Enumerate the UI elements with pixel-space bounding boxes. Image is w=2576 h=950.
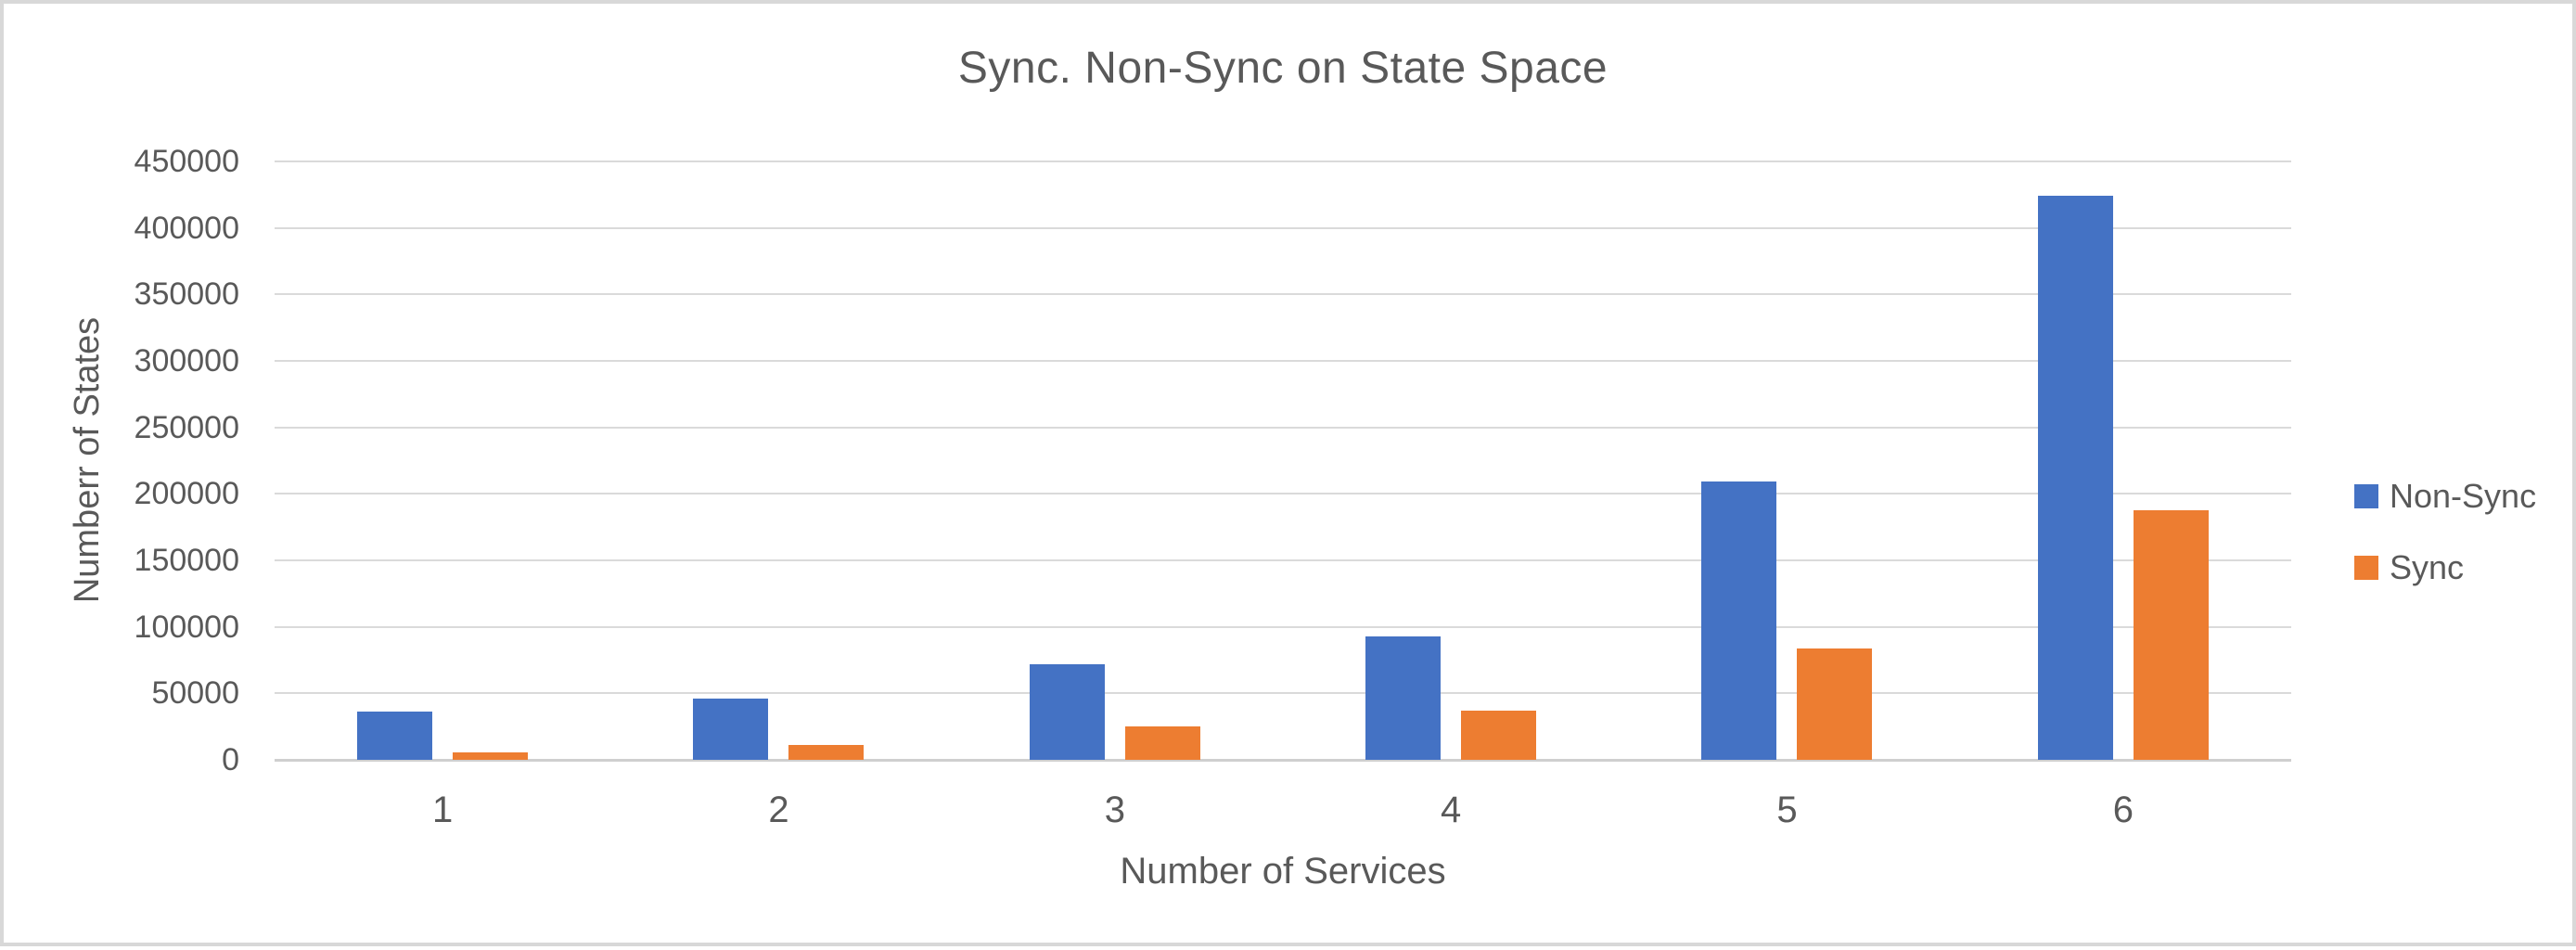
bar-non-sync-5	[1701, 481, 1777, 760]
sync-swatch-icon	[2354, 556, 2378, 580]
chart-title: Sync. Non-Sync on State Space	[957, 44, 1608, 93]
y-tick-label: 100000	[134, 609, 239, 645]
y-tick-label: 250000	[134, 409, 239, 445]
y-tick-label: 450000	[134, 144, 239, 179]
legend-label-sync: Sync	[2390, 548, 2465, 586]
y-tick-label: 300000	[134, 343, 239, 379]
bar-sync-2	[788, 745, 865, 760]
x-tick-label: 6	[2112, 790, 2134, 830]
gridline	[275, 493, 2291, 495]
gridline	[275, 360, 2291, 362]
y-tick-label: 150000	[134, 543, 239, 578]
x-axis-title: Number of Services	[1120, 851, 1446, 892]
y-tick-label: 400000	[134, 210, 239, 246]
x-tick-label: 2	[768, 790, 789, 830]
x-axis-line	[275, 759, 2291, 762]
x-tick-label: 3	[1104, 790, 1125, 830]
x-tick-label: 5	[1776, 790, 1798, 830]
gridline	[275, 625, 2291, 628]
bar-sync-1	[453, 752, 529, 760]
y-tick-label: 0	[222, 742, 239, 777]
non-sync-swatch-icon	[2354, 484, 2378, 508]
legend-item-sync: Sync	[2354, 548, 2536, 586]
gridline	[275, 160, 2291, 162]
bar-group-1	[275, 712, 610, 760]
bar-group-6	[1955, 196, 2291, 760]
bar-group-4	[1283, 635, 1619, 760]
gridline	[275, 293, 2291, 296]
bar-group-5	[1619, 481, 1954, 760]
legend-item-non-sync: Non-Sync	[2354, 477, 2537, 515]
legend: Non-Sync Sync	[2354, 477, 2537, 586]
bar-group-2	[610, 699, 946, 760]
y-tick-label: 350000	[134, 276, 239, 313]
bar-non-sync-4	[1365, 635, 1442, 760]
x-tick-label: 1	[432, 790, 454, 830]
bar-sync-5	[1797, 648, 1873, 760]
bar-sync-3	[1124, 726, 1200, 760]
bar-non-sync-1	[357, 712, 433, 760]
y-tick-label: 50000	[151, 675, 239, 712]
bar-sync-6	[2133, 510, 2209, 760]
y-axis-title: Numberr of States	[68, 316, 107, 604]
bar-sync-4	[1461, 711, 1537, 760]
y-tick-label: 200000	[134, 476, 239, 512]
bar-non-sync-6	[2037, 196, 2113, 760]
legend-label-non-sync: Non-Sync	[2390, 477, 2537, 515]
gridline	[275, 692, 2291, 695]
gridline	[275, 426, 2291, 429]
bar-group-3	[947, 663, 1283, 760]
x-tick-label: 4	[1441, 790, 1462, 830]
gridline	[275, 559, 2291, 561]
bar-non-sync-2	[693, 699, 769, 760]
plot-area: 0 50000 100000 150000 200000 250000 300000 3500…	[4, 4, 2576, 950]
gridline	[275, 226, 2291, 229]
bar-non-sync-3	[1029, 663, 1105, 760]
